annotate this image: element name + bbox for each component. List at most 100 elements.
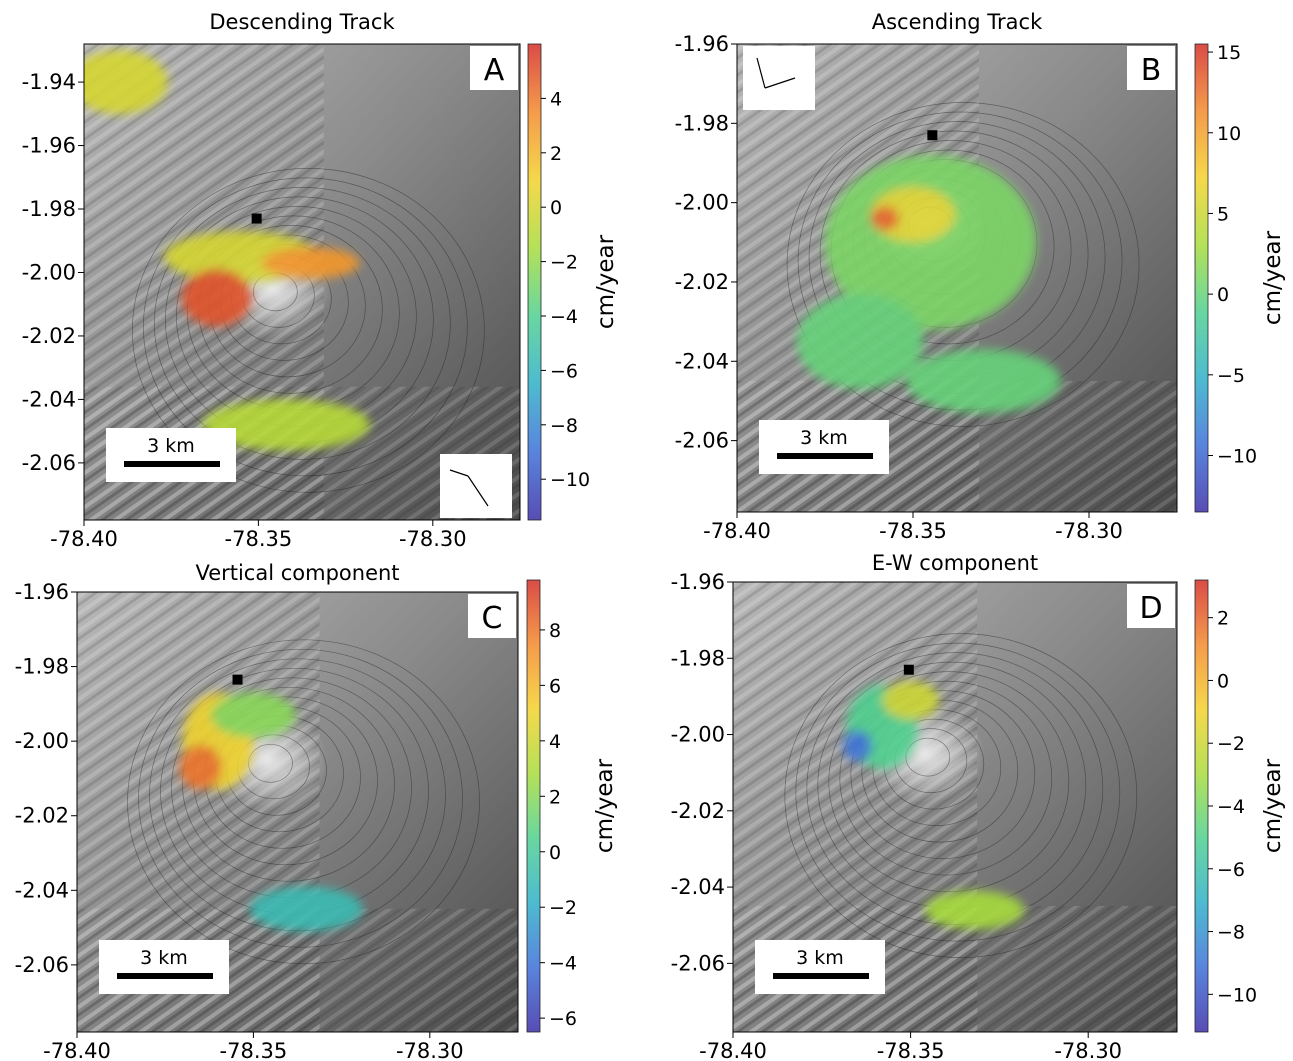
colorbar-tick-label: −10 <box>1217 446 1257 468</box>
panel-letter: C <box>468 594 516 638</box>
colorbar-label: cm/year <box>593 234 619 329</box>
colorbar-scale <box>526 579 541 1033</box>
colorbar-tick-label: −8 <box>1217 922 1245 944</box>
colorbar-tick-label: −4 <box>549 953 577 975</box>
deformation-patch <box>202 399 371 451</box>
x-tick-label: -78.35 <box>225 527 293 551</box>
contour-line <box>872 709 1002 826</box>
y-tick-label: -1.96 <box>22 134 76 158</box>
y-tick-label: -2.06 <box>675 429 729 453</box>
y-tick-label: -1.98 <box>22 197 76 221</box>
plot-frame <box>732 581 1178 1033</box>
contour-line <box>138 648 463 948</box>
panel-letter-box <box>470 46 518 90</box>
panel-letter-text: D <box>1139 591 1162 626</box>
panel-letter-box <box>468 594 516 638</box>
x-tick-label: -78.35 <box>877 1039 945 1061</box>
y-tick-label: -2.04 <box>671 875 725 899</box>
y-tick-label: -2.04 <box>22 387 76 411</box>
scale-bar: 3 km <box>755 940 885 994</box>
y-tick-label: -2.06 <box>22 451 76 475</box>
colorbar-tick-label: 2 <box>1217 608 1229 630</box>
y-tick-label: -1.96 <box>15 580 69 604</box>
panel-letter-box <box>1127 584 1175 628</box>
y-tick-label: -2.02 <box>22 324 76 348</box>
panel-letter-box <box>1127 46 1175 90</box>
deformation-patch <box>181 269 252 327</box>
plot-frame <box>83 43 521 521</box>
x-axis: -78.40 -78.35 -78.30 <box>699 1032 1122 1061</box>
contour-line <box>795 642 1121 942</box>
y-tick-label: -1.98 <box>675 111 729 135</box>
map-area: D 3 km <box>732 581 1178 1033</box>
y-tick-label: -1.96 <box>675 32 729 56</box>
y-axis: -1.94 -1.96 -1.98 -2.00 -2.02 -2.04 -2.06 <box>22 70 84 475</box>
scale-bar-label: 3 km <box>796 947 844 969</box>
y-tick-label: -2.02 <box>675 270 729 294</box>
contour-line <box>828 671 1070 892</box>
y-tick-label: -2.06 <box>15 953 69 977</box>
y-tick-label: -1.98 <box>671 646 725 670</box>
station-marker <box>927 130 938 141</box>
colorbar-label: cm/year <box>1260 230 1286 325</box>
colorbar-scale <box>1194 579 1209 1033</box>
y-tick-label: -1.94 <box>22 70 76 94</box>
plot-frame <box>76 591 519 1033</box>
colorbar-tick-label: −10 <box>1217 984 1257 1006</box>
x-axis: -78.40 -78.35 -78.30 <box>43 1032 464 1061</box>
map-area: A 3 km <box>83 43 521 521</box>
colorbar-tick-label: 15 <box>1217 42 1241 64</box>
colorbar-tick-label: −2 <box>1217 733 1245 755</box>
colorbar-tick-label: 2 <box>549 786 561 808</box>
contour-line <box>850 690 1036 859</box>
contour-line <box>132 167 485 493</box>
y-tick-label: -2.00 <box>671 723 725 747</box>
plot-frame <box>736 43 1178 513</box>
scale-bar-label: 3 km <box>147 435 195 457</box>
x-tick-label: -78.30 <box>1055 519 1123 543</box>
colorbar-tick-label: 6 <box>549 675 561 697</box>
x-tick-label: -78.40 <box>50 527 118 551</box>
panel-letter: D <box>1127 584 1175 628</box>
deformation-patch <box>870 206 899 231</box>
deformation-patch <box>924 890 1025 930</box>
colorbar: 15 10 5 0 −5 −10 <box>1194 42 1257 513</box>
x-tick-label: -78.30 <box>396 1039 464 1061</box>
scale-bar-label: 3 km <box>140 947 188 969</box>
colorbar-tick-label: −10 <box>550 469 590 491</box>
deformation-patch <box>211 692 296 738</box>
scale-bar-line <box>117 973 213 979</box>
colorbar-label: cm/year <box>592 758 618 853</box>
scale-bar-line <box>777 453 873 459</box>
deformation-patch <box>882 681 940 720</box>
panel-b: Ascending Track B 3 km -78.40 -78.35 -78.30… <box>675 10 1286 543</box>
y-tick-label: -2.06 <box>671 951 725 975</box>
y-tick-label: -1.98 <box>15 655 69 679</box>
colorbar-tick-label: −4 <box>1217 796 1245 818</box>
contour-line <box>861 699 1019 843</box>
colorbar: 4 2 0 −2 −4 −6 −8 −10 <box>527 43 590 521</box>
colorbar-tick-label: 0 <box>550 197 562 219</box>
y-tick-label: -2.02 <box>671 799 725 823</box>
heading-arrow <box>467 475 489 507</box>
y-tick-label: -2.04 <box>15 878 69 902</box>
panel-c: Vertical component C3 km -78.40 -78.35 -78… <box>15 561 618 1061</box>
look-arrow <box>764 77 796 89</box>
colorbar-tick-label: 10 <box>1217 123 1241 145</box>
y-tick-label: -2.00 <box>675 191 729 215</box>
panel-d: E-W component D 3 km -78.40 -78.35 -78.30 -… <box>671 551 1286 1061</box>
colorbar-tick-label: −6 <box>550 360 578 382</box>
deformation-patch <box>84 50 168 114</box>
y-tick-label: -2.02 <box>15 804 69 828</box>
scale-bar-box <box>106 428 236 482</box>
colorbar: 8 6 4 2 0 −2 −4 −6 <box>526 579 577 1033</box>
panel-title: E-W component <box>872 551 1038 575</box>
satellite-arrows <box>440 454 512 518</box>
panel-a: Descending Track A 3 km -78.40 -78.35 -78.3… <box>22 10 619 551</box>
deformation-patch <box>179 744 222 790</box>
panel-letter-text: C <box>482 601 503 636</box>
contour-line <box>154 186 451 460</box>
panel-title: Ascending Track <box>872 10 1043 34</box>
panel-title: Descending Track <box>209 10 395 34</box>
